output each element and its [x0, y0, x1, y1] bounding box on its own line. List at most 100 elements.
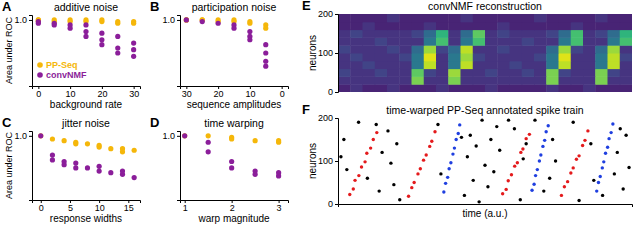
heatmap-cell: [399, 37, 412, 45]
tick: 200: [318, 9, 338, 19]
heatmap-cell: [473, 61, 486, 69]
x-axis-title: response widths: [50, 213, 122, 224]
heatmap-cell: [485, 53, 498, 61]
tick-mark: [335, 53, 338, 54]
point: [99, 42, 104, 47]
heatmap-cell: [546, 30, 559, 38]
point: [247, 21, 252, 26]
point: [492, 170, 495, 173]
point: [577, 154, 580, 157]
point: [541, 145, 544, 148]
heatmap-cell: [338, 14, 351, 22]
point: [548, 177, 551, 180]
heatmap-cell: [350, 61, 363, 69]
heatmap-cell: [485, 14, 498, 22]
tick: 5: [68, 200, 73, 213]
point: [62, 162, 67, 167]
axis-line: [29, 16, 33, 87]
heatmap-cell: [546, 84, 559, 92]
heatmap-cell: [436, 84, 449, 92]
heatmap-cell: [436, 14, 449, 22]
point: [410, 186, 413, 189]
tick-mark: [335, 204, 338, 205]
point: [97, 164, 102, 169]
point: [108, 170, 113, 175]
point: [524, 137, 527, 140]
heatmap-cell: [620, 22, 632, 30]
tick-label: 0: [39, 203, 44, 213]
tick: 30: [182, 86, 192, 99]
point: [348, 193, 351, 196]
point: [38, 133, 43, 138]
heatmap-cell: [375, 76, 388, 84]
point: [263, 50, 268, 55]
tick: 200: [318, 113, 338, 123]
point: [363, 160, 366, 163]
heatmap-cell: [461, 61, 474, 69]
heatmap-cell: [608, 69, 621, 77]
y-axis-title: neurons: [307, 35, 318, 71]
heatmap-cell: [350, 76, 363, 84]
point: [206, 140, 211, 145]
tick-label: 1.0: [14, 131, 27, 141]
heatmap-cell: [448, 30, 461, 38]
axis: 3020100: [181, 86, 289, 99]
tick: 1.0: [14, 131, 32, 141]
heatmap-cell: [436, 22, 449, 30]
tick: 10: [95, 200, 105, 213]
tick-label: 20: [97, 89, 107, 99]
point: [501, 192, 504, 195]
point: [519, 198, 522, 201]
point: [386, 129, 389, 132]
point: [392, 183, 395, 186]
heatmap-cell: [522, 22, 535, 30]
heatmap-cell: [510, 14, 523, 22]
heatmap-cell: [387, 76, 400, 84]
panel-label: B: [150, 0, 159, 14]
heatmap-cell: [534, 69, 547, 77]
heatmap-cell: [399, 69, 412, 77]
point: [38, 133, 43, 138]
heatmap-cell: [473, 30, 486, 38]
point: [483, 164, 486, 167]
point: [377, 189, 380, 192]
axis: 0102030: [33, 86, 141, 99]
tick-mark: [335, 92, 338, 93]
point: [36, 21, 41, 26]
heatmap-cell: [350, 53, 363, 61]
point: [446, 176, 449, 179]
heatmap-cell: [399, 14, 412, 22]
point: [182, 133, 187, 138]
heatmap-cell: [620, 69, 632, 77]
point: [447, 167, 450, 170]
heatmap-cell: [436, 30, 449, 38]
heatmap-cell: [608, 53, 621, 61]
tick-label: 15: [124, 203, 134, 213]
heatmap-cell: [473, 53, 486, 61]
heatmap-cell: [350, 22, 363, 30]
point: [182, 133, 187, 138]
heatmap-cell: [608, 22, 621, 30]
point: [99, 37, 104, 42]
heatmap-cell: [620, 30, 632, 38]
heatmap-cell: [399, 22, 412, 30]
heatmap-cell: [485, 45, 498, 53]
heatmap-cell: [338, 53, 351, 61]
panel-label: F: [302, 102, 310, 117]
point: [530, 189, 533, 192]
heatmap-cell: [595, 84, 608, 92]
point: [627, 166, 630, 169]
point: [99, 17, 104, 22]
heatmap-cell: [338, 69, 351, 77]
heatmap-cell: [399, 76, 412, 84]
point: [229, 159, 234, 164]
point: [460, 136, 463, 139]
heatmap-cell: [399, 61, 412, 69]
point: [412, 181, 415, 184]
heatmap-cell: [424, 30, 437, 38]
point: [472, 179, 475, 182]
point: [97, 169, 102, 174]
tick-label: 1.0: [162, 131, 175, 141]
heatmap-cell: [436, 69, 449, 77]
heatmap-cell: [436, 37, 449, 45]
